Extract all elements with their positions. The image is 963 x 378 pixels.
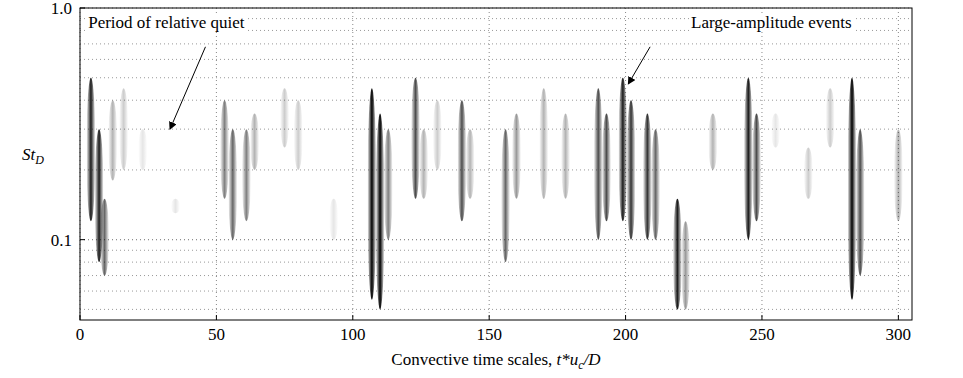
annotation-background (86, 13, 247, 32)
minor-grid-line (80, 309, 912, 310)
minor-grid-line (80, 59, 912, 60)
y-tick (80, 8, 85, 9)
events (86, 78, 902, 310)
event (228, 129, 237, 240)
event (171, 199, 180, 213)
event (602, 114, 611, 222)
x-axis-title-part: /D (583, 350, 602, 369)
y-tick-label: 0.1 (51, 231, 72, 250)
x-axis-title-part: t*u (557, 350, 579, 369)
x-tick-label: 100 (340, 325, 366, 344)
event (643, 114, 652, 240)
annotation-background (689, 13, 854, 32)
grid (80, 8, 912, 320)
event (433, 100, 442, 170)
event (539, 88, 548, 199)
event (457, 100, 466, 221)
minor-grid-line (80, 250, 912, 251)
x-tick-label: 50 (208, 325, 225, 344)
x-tick-label: 0 (76, 325, 85, 344)
event (771, 114, 780, 148)
event (376, 114, 385, 310)
event (419, 129, 428, 199)
minor-grid-line (80, 129, 912, 130)
annotation-text: Large-amplitude events (691, 13, 852, 32)
event (856, 129, 865, 275)
event (411, 78, 420, 199)
minor-grid-line (80, 275, 912, 276)
event (367, 88, 376, 299)
y-tick (80, 239, 85, 240)
x-tick (625, 315, 626, 320)
event (119, 88, 128, 170)
x-axis-title: Convective time scales, t*uc/D (391, 350, 601, 372)
minor-grid-line (80, 262, 912, 263)
x-tick (352, 315, 353, 320)
x-tick-label: 200 (613, 325, 639, 344)
event (651, 129, 660, 240)
event (673, 199, 682, 310)
event (100, 199, 109, 276)
event (804, 147, 813, 198)
event (627, 100, 636, 239)
annotation-arrow (628, 47, 650, 84)
annotation-arrow (170, 47, 205, 129)
x-axis-title-part: Convective time scales, (391, 350, 556, 369)
minor-grid-line (80, 169, 912, 170)
minor-grid-line (80, 291, 912, 292)
event (826, 88, 835, 147)
event (384, 129, 393, 240)
event (108, 100, 117, 180)
event (894, 129, 903, 221)
event (512, 114, 521, 199)
event (681, 221, 690, 309)
minor-grid-line (80, 100, 912, 101)
minor-grid-line (80, 77, 912, 78)
y-axis-title: StD (22, 145, 44, 167)
event (744, 78, 753, 240)
minor-grid-line (80, 239, 912, 240)
x-tick (898, 315, 899, 320)
event (220, 100, 229, 199)
event (561, 114, 570, 199)
grid-line (352, 8, 353, 320)
chart: 0 50 100 150 200 250 300 0.1 1.0 Convective time … (0, 0, 963, 378)
event (280, 88, 289, 147)
event (250, 114, 259, 170)
annotation-text: Period of relative quiet (88, 13, 245, 32)
event (329, 199, 338, 240)
grid-line (761, 8, 762, 320)
grid-line (216, 8, 217, 320)
x-tick (216, 315, 217, 320)
event (847, 78, 856, 300)
event (86, 78, 95, 222)
x-tick-label: 150 (476, 325, 502, 344)
event (466, 129, 475, 199)
event (594, 88, 603, 239)
event (501, 129, 510, 262)
grid-line (489, 8, 490, 320)
x-tick-label: 250 (749, 325, 775, 344)
grid-line (80, 239, 912, 240)
event (708, 114, 717, 170)
x-tick (80, 315, 81, 320)
event (752, 114, 761, 222)
event (138, 129, 147, 170)
x-tick (761, 315, 762, 320)
y-tick-label: 1.0 (51, 0, 72, 18)
plot-frame (80, 8, 912, 320)
minor-grid-line (80, 43, 912, 44)
x-tick-label: 300 (886, 325, 912, 344)
y-axis-title-sub: D (34, 153, 44, 167)
x-tick (489, 315, 490, 320)
event (618, 78, 627, 222)
event (242, 129, 251, 221)
event (294, 100, 303, 170)
